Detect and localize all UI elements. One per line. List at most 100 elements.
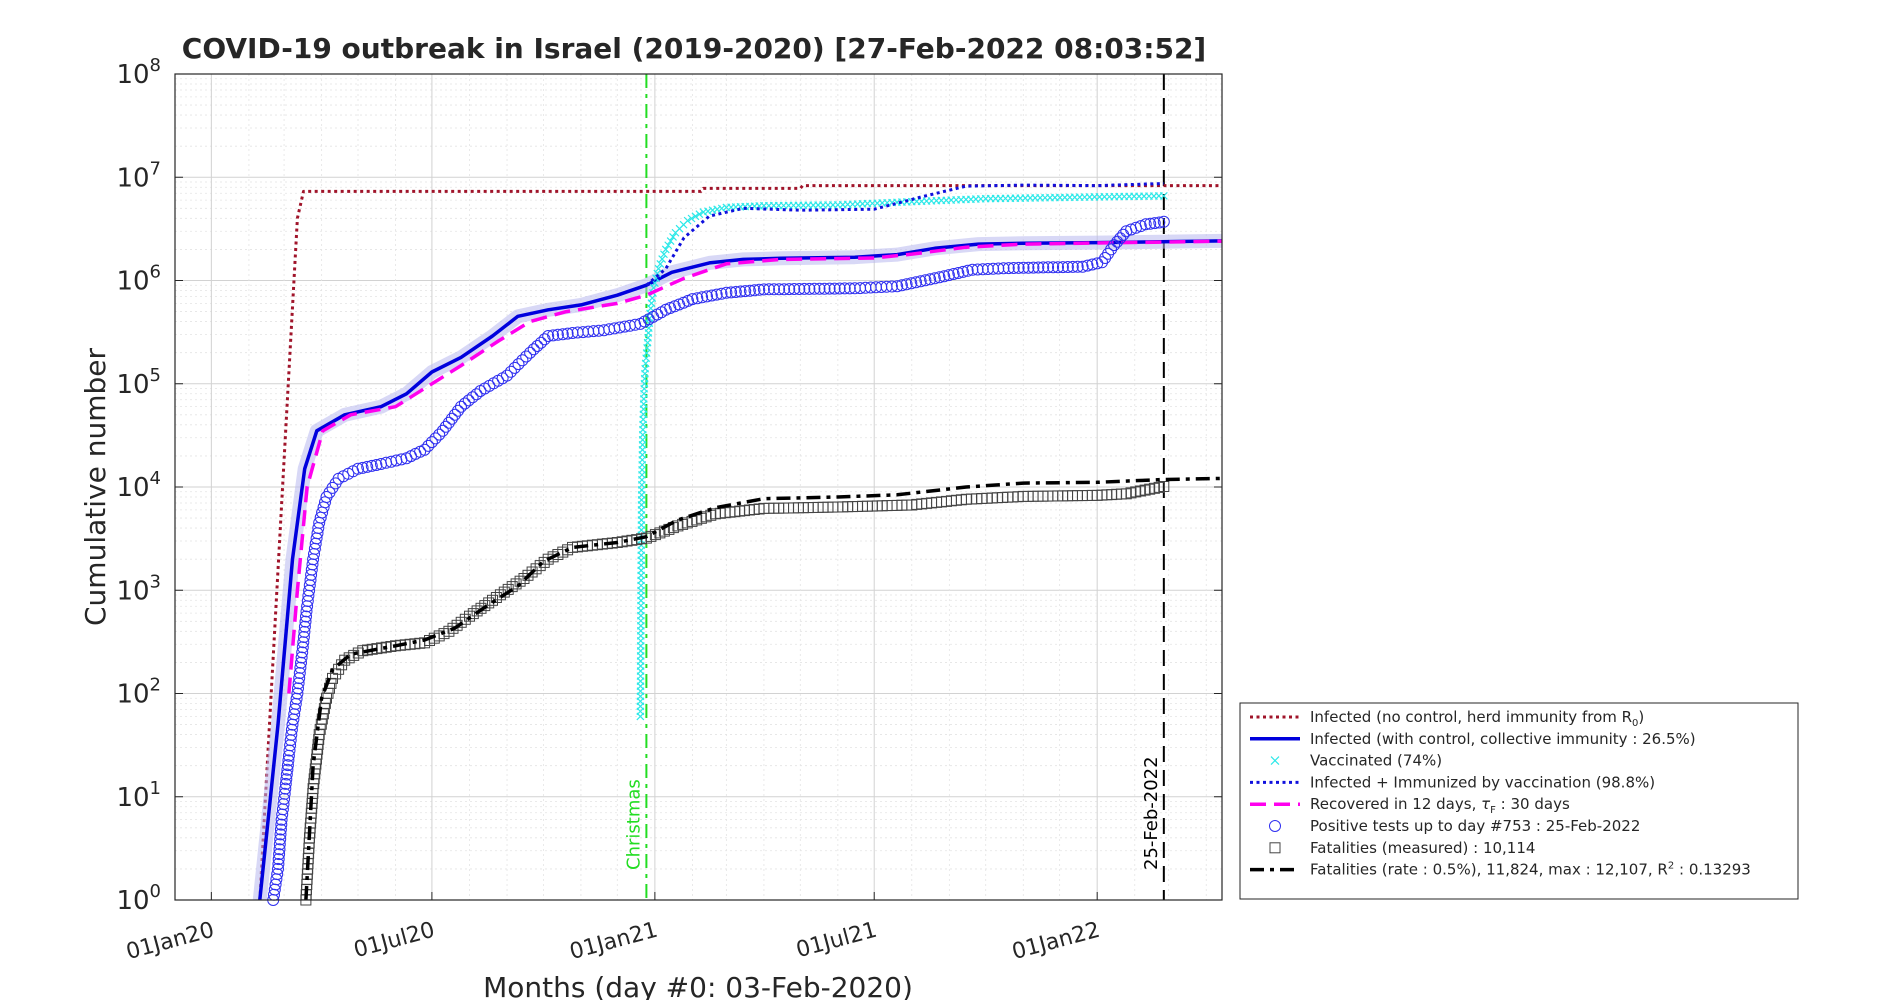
positive_tests-marker <box>1102 247 1115 260</box>
positive_tests-marker <box>512 358 525 371</box>
positive_tests-marker <box>551 328 564 341</box>
positive_tests-marker <box>942 269 955 282</box>
positive_tests-marker <box>439 420 452 433</box>
positive_tests-marker <box>1157 215 1170 228</box>
positive_tests-marker <box>1134 220 1147 233</box>
vaccinated-marker <box>660 250 668 259</box>
no_control-line <box>258 184 1222 901</box>
positive_tests-marker <box>910 276 922 289</box>
positive_tests-marker <box>1111 235 1124 248</box>
positive_tests-marker <box>947 268 960 280</box>
positive_tests-marker <box>701 290 713 303</box>
positive_tests-marker <box>352 462 364 475</box>
positive_tests-marker <box>768 283 780 296</box>
positive_tests-marker <box>997 262 1010 275</box>
positive_tests-marker <box>280 768 293 781</box>
positive_tests-marker <box>691 292 704 305</box>
legend-marker <box>1269 820 1281 832</box>
positive_tests-marker <box>813 282 826 295</box>
positive_tests-marker <box>273 843 286 856</box>
recovered-line <box>287 239 1223 694</box>
positive_tests-marker <box>1114 232 1127 245</box>
positive_tests-marker <box>753 283 766 296</box>
positive_tests-marker <box>895 279 908 292</box>
positive_tests-marker <box>981 263 994 275</box>
positive_tests-marker <box>933 271 946 284</box>
positive_tests-marker <box>1027 261 1040 274</box>
positive_tests-marker <box>715 287 728 300</box>
positive_tests-marker <box>561 327 574 340</box>
y-axis-label: Cumulative number <box>79 348 112 626</box>
positive_tests-marker <box>436 424 449 437</box>
positive_tests-marker <box>452 404 464 417</box>
vaccinated-marker <box>708 206 717 215</box>
positive_tests-marker <box>1153 216 1166 229</box>
x-tick-label: 01Jan20 <box>124 918 217 965</box>
positive_tests-marker <box>466 391 479 404</box>
positive_tests-marker <box>273 848 286 861</box>
x-tick-label: 01Jul21 <box>794 918 880 964</box>
positive_tests-marker <box>1052 261 1064 274</box>
positive_tests-marker <box>778 283 791 296</box>
positive_tests-marker <box>725 286 738 299</box>
positive_tests-marker <box>275 818 288 831</box>
positive_tests-marker <box>1105 243 1118 256</box>
vaccinated-marker <box>653 269 662 278</box>
y-tick-label: 101 <box>116 778 161 813</box>
positive_tests-marker <box>294 661 307 674</box>
positive_tests-marker <box>729 286 742 298</box>
fatalities_measured-marker <box>522 569 534 581</box>
positive_tests-marker <box>1086 258 1099 271</box>
vaccinated-marker <box>695 210 704 219</box>
positive_tests-marker <box>292 682 304 695</box>
y-tick-label: 106 <box>116 262 161 297</box>
positive_tests-marker <box>278 792 291 805</box>
positive_tests-marker <box>798 282 811 295</box>
y-tick-label: 100 <box>116 881 161 916</box>
positive_tests-marker <box>1022 261 1035 274</box>
positive_tests-marker <box>295 651 308 664</box>
legend-marker <box>1269 842 1281 854</box>
positive_tests-marker <box>976 263 989 276</box>
fatalities_measured-marker <box>526 566 538 578</box>
positive_tests-marker <box>516 354 529 367</box>
positive_tests-marker <box>833 282 846 295</box>
positive_tests-marker <box>803 282 816 295</box>
positive_tests-marker <box>1076 260 1089 273</box>
positive_tests-marker <box>938 270 951 283</box>
grid <box>175 73 1222 901</box>
positive_tests-marker <box>281 763 294 776</box>
legend-label: Infected (with control, collective immun… <box>1310 730 1696 748</box>
fatalities_measured-marker <box>455 616 467 628</box>
positive_tests-marker <box>788 283 801 295</box>
fatalities_rate-line <box>304 476 1223 901</box>
positive_tests-marker <box>296 646 309 659</box>
positive_tests-marker <box>957 265 969 278</box>
positive_tests-marker <box>1037 261 1050 274</box>
positive_tests-marker <box>914 275 927 288</box>
positive_tests-marker <box>272 853 285 866</box>
positive_tests-marker <box>272 858 285 870</box>
positive_tests-marker <box>1139 218 1152 231</box>
y-tick-label: 105 <box>116 365 161 400</box>
y-tick-label: 103 <box>116 571 161 606</box>
x-axis-label: Months (day #0: 03-Feb-2020) <box>483 971 913 1000</box>
positive_tests-marker <box>739 285 752 298</box>
positive_tests-marker <box>273 838 286 851</box>
positive_tests-marker <box>361 460 374 473</box>
positive_tests-marker <box>282 754 295 767</box>
positive_tests-marker <box>885 280 898 293</box>
positive_tests-marker <box>793 283 806 295</box>
positive_tests-marker <box>1108 239 1121 252</box>
positive_tests-marker <box>655 306 668 319</box>
positive_tests-marker <box>773 283 786 296</box>
positive_tests-marker <box>299 615 312 628</box>
legend-marker <box>1270 756 1280 766</box>
positive_tests-marker <box>1081 259 1094 272</box>
positive_tests-marker <box>1066 260 1079 273</box>
legend-label: Fatalities (measured) : 10,114 <box>1310 839 1535 857</box>
positive_tests-marker <box>290 692 303 705</box>
chart-title: COVID-19 outbreak in Israel (2019-2020) … <box>182 32 1206 65</box>
vaccinated-marker <box>1159 191 1168 200</box>
